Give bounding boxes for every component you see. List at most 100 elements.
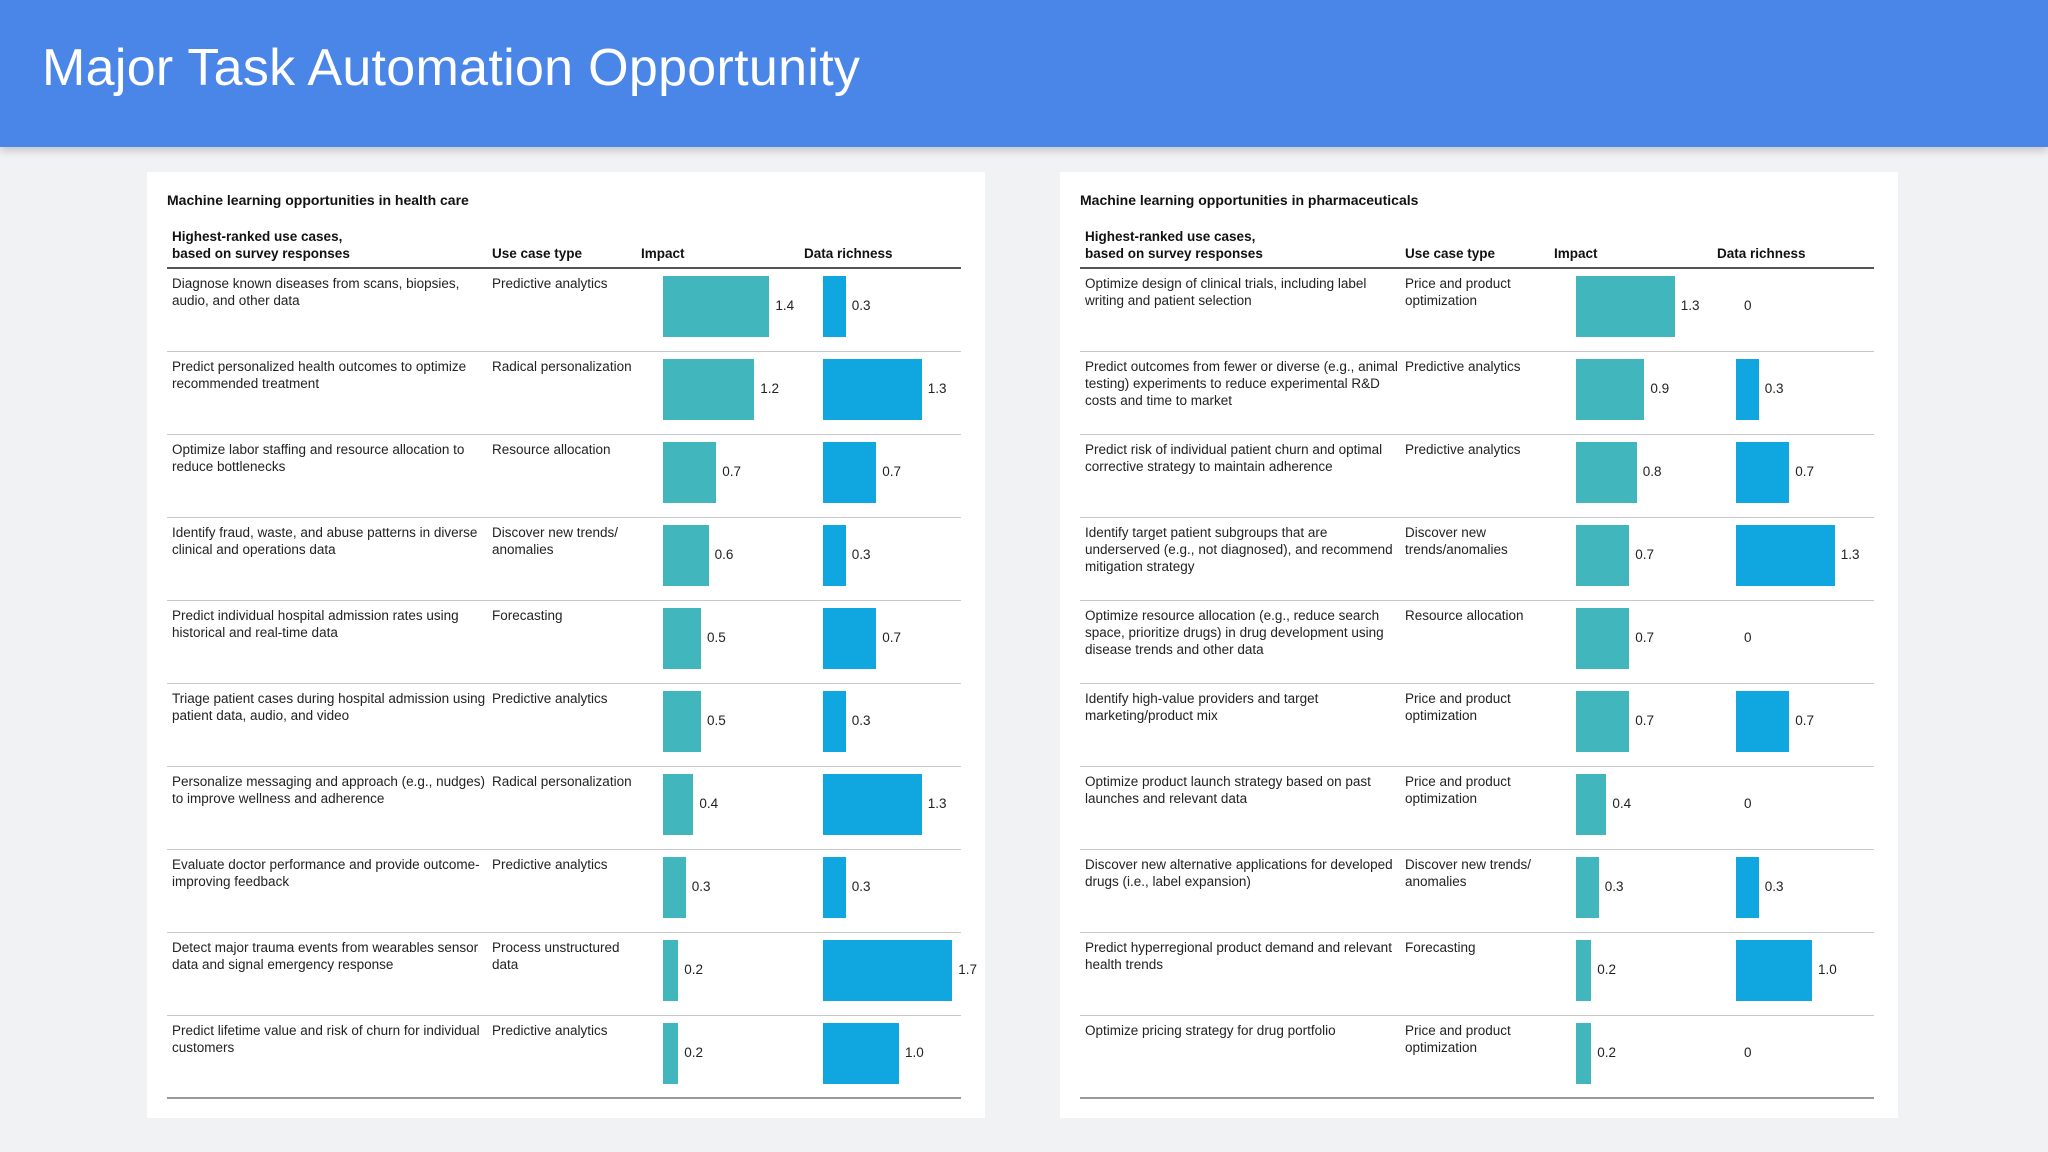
- table-row: Identify high-value providers and target…: [1080, 684, 1874, 767]
- impact-bar: [663, 442, 717, 503]
- row-divider: [167, 351, 961, 352]
- data-richness-bar: [823, 442, 877, 503]
- data-richness-value-label: 0.3: [851, 879, 871, 894]
- row-divider: [167, 766, 961, 767]
- use-case-text: Identify high-value providers and target…: [1085, 691, 1319, 723]
- row-divider: [1080, 351, 1874, 352]
- impact-value-label: 0.2: [1597, 962, 1616, 977]
- table-row: Optimize design of clinical trials, incl…: [1080, 269, 1874, 352]
- data-richness-bar: [823, 276, 846, 337]
- row-divider: [1080, 517, 1874, 518]
- impact-bar: [1576, 857, 1599, 918]
- data-richness-bar: [1736, 691, 1790, 752]
- use-case-text: Predict individual hospital admission ra…: [172, 608, 459, 640]
- impact-value-label: 0.8: [1642, 464, 1662, 479]
- impact-bar: [663, 359, 755, 420]
- table-row: Predict hyperregional product demand and…: [1080, 933, 1874, 1016]
- use-case-type-text: Forecasting: [1405, 940, 1476, 955]
- row-divider: [167, 932, 961, 933]
- use-case-text: Predict hyperregional product demand and…: [1085, 940, 1392, 972]
- column-header-impact: Impact: [1554, 246, 1598, 261]
- impact-bar: [1576, 276, 1675, 337]
- use-case-type-text: Predictive analytics: [1405, 442, 1521, 457]
- use-case-type-text: Predictive analytics: [492, 857, 608, 872]
- column-header-use-case: Highest-ranked use cases, based on surve…: [172, 229, 350, 261]
- table-row: Optimize product launch strategy based o…: [1080, 767, 1874, 850]
- data-richness-value-label: 0.3: [1764, 381, 1784, 396]
- chart-title: Machine learning opportunities in pharma…: [1080, 192, 1419, 208]
- use-case-text: Triage patient cases during hospital adm…: [172, 691, 486, 723]
- impact-bar: [663, 1023, 679, 1084]
- impact-bar: [663, 525, 709, 586]
- use-case-type-text: Forecasting: [492, 608, 563, 623]
- title-bar: Major Task Automation Opportunity: [0, 0, 2048, 147]
- use-case-type-text: Process unstructured data: [492, 940, 620, 972]
- row-divider: [1080, 932, 1874, 933]
- row-divider: [1080, 766, 1874, 767]
- page-title: Major Task Automation Opportunity: [42, 39, 861, 97]
- row-divider: [1080, 683, 1874, 684]
- use-case-text: Identify fraud, waste, and abuse pattern…: [172, 525, 478, 557]
- data-richness-bar: [1736, 359, 1759, 420]
- data-richness-value-label: 1.3: [927, 381, 947, 396]
- data-richness-value-label: 0.7: [882, 630, 901, 645]
- use-case-type-text: Radical personalization: [492, 774, 632, 789]
- use-case-text: Optimize resource allocation (e.g., redu…: [1085, 608, 1384, 657]
- table-row: Triage patient cases during hospital adm…: [167, 684, 961, 767]
- pharmaceuticals-chart: Machine learning opportunities in pharma…: [1060, 172, 1898, 1118]
- impact-bar: [663, 857, 686, 918]
- row-divider: [167, 434, 961, 435]
- data-richness-bar: [823, 359, 922, 420]
- table-row: Predict risk of individual patient churn…: [1080, 435, 1874, 518]
- impact-bar: [663, 774, 694, 835]
- use-case-text: Optimize pricing strategy for drug portf…: [1085, 1023, 1336, 1038]
- impact-bar: [1576, 608, 1630, 669]
- impact-value-label: 0.6: [714, 547, 734, 562]
- use-case-type-text: Radical personalization: [492, 359, 632, 374]
- row-divider: [1080, 1015, 1874, 1016]
- table-row: Predict outcomes from fewer or diverse (…: [1080, 352, 1874, 435]
- column-header-use-case-type: Use case type: [1405, 246, 1496, 261]
- use-case-text: Predict outcomes from fewer or diverse (…: [1085, 359, 1398, 408]
- impact-bar: [1576, 1023, 1592, 1084]
- use-case-type-text: Predictive analytics: [492, 1023, 608, 1038]
- impact-bar: [1576, 525, 1630, 586]
- impact-value-label: 0.9: [1650, 381, 1670, 396]
- data-richness-value-label: 0.7: [1795, 464, 1814, 479]
- use-case-type-text: Price and product optimization: [1405, 276, 1511, 308]
- table-row: Predict personalized health outcomes to …: [167, 352, 961, 435]
- column-header-use-case-type: Use case type: [492, 246, 583, 261]
- use-case-type-text: Discover new trends/ anomalies: [1405, 857, 1532, 889]
- health-care-chart: Machine learning opportunities in health…: [147, 172, 985, 1118]
- table-row: Diagnose known diseases from scans, biop…: [167, 269, 961, 352]
- use-case-type-text: Price and product optimization: [1405, 774, 1511, 806]
- table-row: Personalize messaging and approach (e.g.…: [167, 767, 961, 850]
- table-row: Detect major trauma events from wearable…: [167, 933, 977, 1016]
- impact-bar: [1576, 442, 1637, 503]
- data-richness-bar: [823, 691, 846, 752]
- impact-bar: [1576, 774, 1607, 835]
- impact-value-label: 0.5: [707, 713, 726, 728]
- row-divider: [167, 1015, 961, 1016]
- data-richness-value-label: 0.3: [851, 547, 871, 562]
- impact-value-label: 1.4: [775, 298, 795, 313]
- use-case-type-text: Predictive analytics: [492, 691, 608, 706]
- row-divider: [1080, 434, 1874, 435]
- use-case-text: Personalize messaging and approach (e.g.…: [172, 774, 485, 806]
- data-richness-bar: [823, 525, 846, 586]
- data-richness-bar: [823, 1023, 899, 1084]
- impact-bar: [663, 276, 770, 337]
- impact-bar: [1576, 691, 1630, 752]
- data-richness-value-label: 1.7: [958, 962, 977, 977]
- row-divider: [1080, 1097, 1874, 1099]
- data-richness-value-label: 0.7: [882, 464, 901, 479]
- impact-value-label: 0.4: [699, 796, 719, 811]
- impact-value-label: 0.5: [707, 630, 726, 645]
- use-case-type-text: Predictive analytics: [1405, 359, 1521, 374]
- table-row: Predict individual hospital admission ra…: [167, 601, 961, 684]
- impact-value-label: 0.3: [691, 879, 711, 894]
- data-richness-value-label: 1.0: [1818, 962, 1837, 977]
- impact-value-label: 0.7: [1635, 630, 1654, 645]
- data-richness-bar: [1736, 940, 1812, 1001]
- table-row: Identify fraud, waste, and abuse pattern…: [167, 518, 961, 601]
